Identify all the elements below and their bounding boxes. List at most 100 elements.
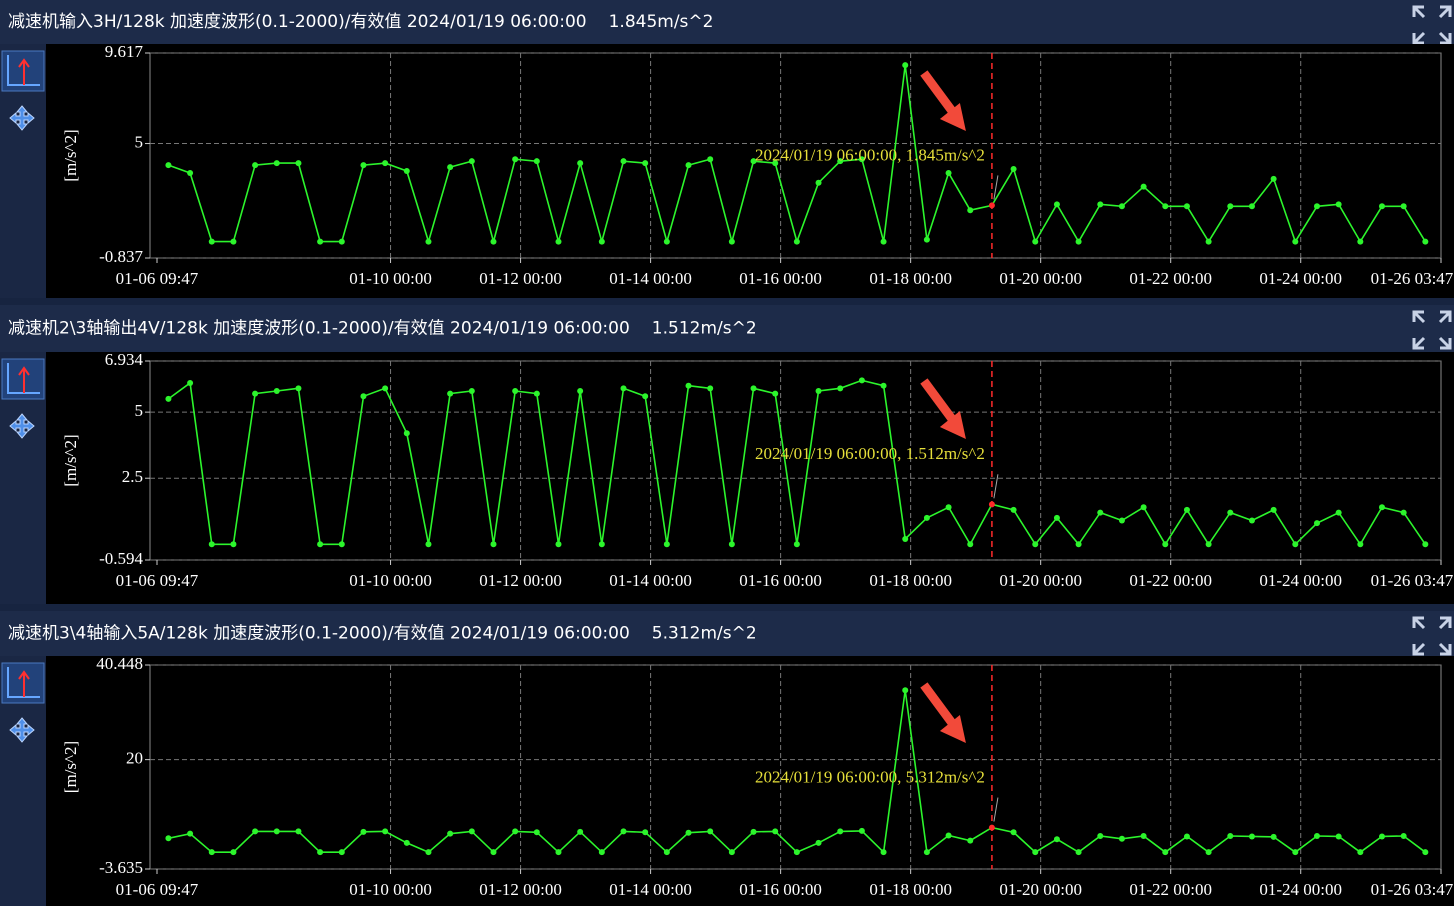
data-point	[317, 238, 324, 245]
data-point	[317, 541, 324, 548]
y-tick-label: 20	[126, 749, 143, 768]
data-point	[1335, 509, 1342, 516]
data-point	[468, 828, 475, 835]
data-point	[338, 541, 345, 548]
data-point	[1335, 833, 1342, 840]
fullscreen-button[interactable]	[1412, 616, 1452, 656]
data-point	[1248, 833, 1255, 840]
axis-tool-icon	[7, 363, 40, 394]
x-tick-label: 01-14 00:00	[609, 880, 692, 899]
data-point	[533, 390, 540, 397]
tooltip: 2024/01/19 06:00:00, 1.512m/s^2	[755, 444, 985, 463]
data-point	[295, 160, 302, 167]
data-point	[858, 156, 865, 163]
data-point	[1422, 238, 1429, 245]
data-point	[1205, 238, 1212, 245]
data-point	[1205, 541, 1212, 548]
data-point	[468, 158, 475, 165]
data-point	[967, 837, 974, 844]
data-point	[447, 390, 454, 397]
data-point	[425, 541, 432, 548]
data-point	[1248, 517, 1255, 524]
data-point	[858, 827, 865, 834]
data-point	[1270, 506, 1277, 513]
pan-tool-button[interactable]	[9, 105, 35, 131]
data-point	[728, 849, 735, 856]
data-point	[1400, 509, 1407, 516]
data-point	[750, 158, 757, 165]
data-point	[1227, 832, 1234, 839]
data-point	[663, 541, 670, 548]
data-point	[1183, 833, 1190, 840]
data-point	[187, 830, 194, 837]
data-point	[1162, 541, 1169, 548]
data-point	[1032, 541, 1039, 548]
x-tick-label: 01-10 00:00	[349, 880, 432, 899]
data-point	[663, 238, 670, 245]
data-point	[1335, 201, 1342, 208]
y-tick-label: -0.594	[99, 549, 143, 568]
pan-tool-icon	[9, 413, 35, 439]
tooltip: 2024/01/19 06:00:00, 5.312m/s^2	[755, 768, 985, 787]
data-point	[1422, 849, 1429, 856]
data-point	[577, 387, 584, 394]
data-point	[685, 162, 692, 169]
data-point	[1010, 506, 1017, 513]
arrow-head	[939, 715, 966, 743]
axis-tool-button[interactable]	[1, 662, 45, 704]
fullscreen-button[interactable]	[1412, 310, 1452, 350]
data-point	[273, 828, 280, 835]
data-point	[360, 162, 367, 169]
data-point	[815, 839, 822, 846]
data-point	[533, 829, 540, 836]
axis-tool-button[interactable]	[1, 358, 45, 400]
data-point	[1118, 517, 1125, 524]
data-point	[772, 828, 779, 835]
pan-tool-button[interactable]	[9, 413, 35, 439]
data-point	[1097, 201, 1104, 208]
fullscreen-button[interactable]	[1412, 5, 1452, 45]
data-point	[165, 162, 172, 169]
data-point	[837, 158, 844, 165]
data-point	[1118, 203, 1125, 210]
data-point	[338, 849, 345, 856]
data-point	[447, 164, 454, 171]
data-point	[577, 160, 584, 167]
data-point	[1010, 166, 1017, 173]
tooltip-leader	[993, 797, 999, 822]
data-point	[815, 179, 822, 186]
data-point	[512, 828, 519, 835]
x-tick-label: 01-20 00:00	[999, 880, 1082, 899]
data-point	[555, 849, 562, 856]
data-point	[1162, 849, 1169, 856]
data-point	[598, 849, 605, 856]
data-point	[1183, 506, 1190, 513]
y-tick-label: 5	[135, 132, 144, 151]
data-point	[273, 160, 280, 167]
data-point	[1270, 175, 1277, 182]
plot-frame	[149, 52, 1442, 259]
pan-tool-button[interactable]	[9, 717, 35, 743]
axis-tool-button[interactable]	[1, 50, 45, 92]
x-tick-label: 01-18 00:00	[869, 571, 952, 590]
data-point	[923, 514, 930, 521]
panel-header	[0, 0, 1454, 44]
data-point	[425, 849, 432, 856]
data-point	[1292, 849, 1299, 856]
data-point	[772, 160, 779, 167]
x-tick-label: 01-24 00:00	[1259, 880, 1342, 899]
x-tick-label: 01-14 00:00	[609, 571, 692, 590]
data-point	[1075, 541, 1082, 548]
x-tick-label: 01-14 00:00	[609, 269, 692, 288]
data-point	[923, 849, 930, 856]
data-point	[382, 160, 389, 167]
data-point	[1357, 541, 1364, 548]
tooltip: 2024/01/19 06:00:00, 1.845m/s^2	[755, 145, 985, 164]
fullscreen-icon	[1412, 5, 1452, 45]
data-point	[208, 541, 215, 548]
data-point	[1227, 203, 1234, 210]
arrow-head	[939, 411, 966, 439]
data-point	[880, 238, 887, 245]
x-tick-label: 01-18 00:00	[869, 269, 952, 288]
y-tick-label: 40.448	[96, 654, 143, 673]
